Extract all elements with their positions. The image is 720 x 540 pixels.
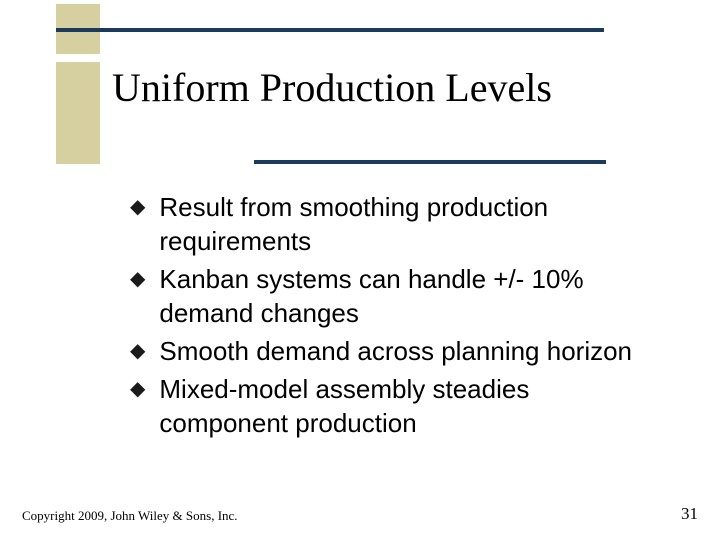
slide-title: Uniform Production Levels: [112, 64, 552, 111]
diamond-bullet-icon: ◆: [130, 334, 145, 368]
bullet-text: Smooth demand across planning horizon: [159, 334, 632, 368]
top-navy-line: [56, 28, 604, 32]
diamond-bullet-icon: ◆: [130, 262, 145, 296]
page-number: 31: [681, 504, 698, 524]
diamond-bullet-icon: ◆: [130, 190, 145, 224]
diamond-bullet-icon: ◆: [130, 372, 145, 406]
bullet-item: ◆ Kanban systems can handle +/- 10% dema…: [130, 262, 650, 330]
bullet-item: ◆ Mixed-model assembly steadies componen…: [130, 372, 650, 440]
left-beige-block: [56, 62, 100, 164]
mid-navy-line: [254, 160, 606, 164]
bullet-list: ◆ Result from smoothing production requi…: [130, 190, 650, 444]
bullet-item: ◆ Smooth demand across planning horizon: [130, 334, 650, 368]
slide: Uniform Production Levels ◆ Result from …: [0, 0, 720, 540]
bullet-text: Kanban systems can handle +/- 10% demand…: [159, 262, 650, 330]
bullet-text: Result from smoothing production require…: [159, 190, 650, 258]
copyright-text: Copyright 2009, John Wiley & Sons, Inc.: [22, 508, 238, 524]
bullet-text: Mixed-model assembly steadies component …: [159, 372, 650, 440]
bullet-item: ◆ Result from smoothing production requi…: [130, 190, 650, 258]
